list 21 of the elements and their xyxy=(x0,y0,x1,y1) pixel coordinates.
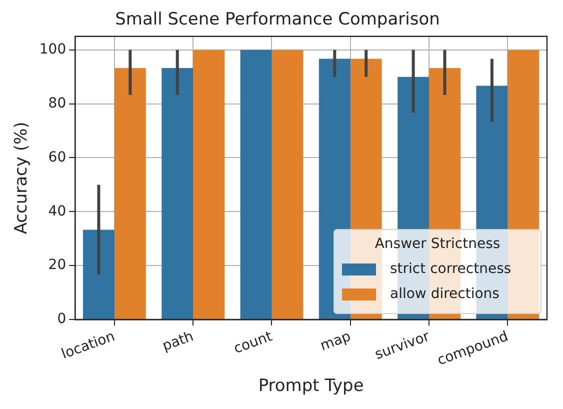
y-tick-label: 80 xyxy=(48,95,66,112)
legend-label: strict correctness xyxy=(390,261,512,278)
legend-title: Answer Strictness xyxy=(374,236,500,252)
bar xyxy=(162,68,194,320)
x-tick-label: path xyxy=(160,328,196,354)
legend-label: allow directions xyxy=(390,286,500,302)
y-tick-label: 0 xyxy=(57,311,66,328)
x-axis-title: Prompt Type xyxy=(258,376,364,396)
bar xyxy=(114,68,146,320)
y-axis-title: Accuracy (%) xyxy=(12,122,32,234)
bar xyxy=(240,50,272,320)
x-tick-label: count xyxy=(232,328,275,358)
y-tick-label: 20 xyxy=(48,257,66,274)
x-tick-label: map xyxy=(318,328,354,354)
bar xyxy=(193,50,225,320)
chart-title: Small Scene Performance Comparison xyxy=(115,10,440,30)
y-tick-label: 100 xyxy=(39,42,66,58)
y-tick-label: 60 xyxy=(48,149,66,166)
bar xyxy=(82,230,114,320)
bar xyxy=(272,50,304,320)
y-tick-label: 40 xyxy=(48,203,66,220)
